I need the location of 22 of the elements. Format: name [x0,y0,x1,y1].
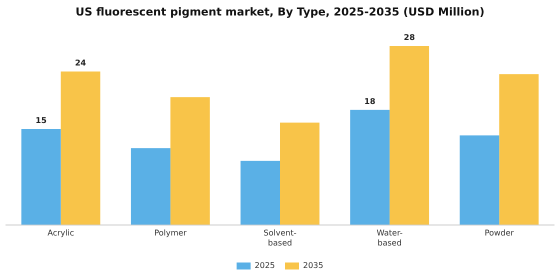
bar [60,72,100,225]
data-label: 24 [74,58,87,68]
bar [390,46,430,225]
bar [240,160,280,225]
x-tick-label: Powder [484,228,515,238]
x-tick-label: Water-based [376,228,403,248]
chart-title: US fluorescent pigment market, By Type, 2025-2035 (USD Million) [76,5,484,18]
bar [130,148,170,225]
x-tick-label: Acrylic [47,228,74,238]
bar [499,74,539,225]
bar [350,110,390,225]
legend-label: 2035 [303,261,324,270]
bar [170,97,210,225]
data-label: 18 [364,96,376,106]
bar [21,129,61,225]
x-tick-label: Polymer [154,228,188,238]
data-label: 15 [36,116,48,126]
x-tick-label: Solvent-based [264,228,297,248]
bar [280,122,320,225]
legend-label: 2025 [254,261,275,270]
data-label: 28 [404,33,416,42]
bar [460,135,500,225]
